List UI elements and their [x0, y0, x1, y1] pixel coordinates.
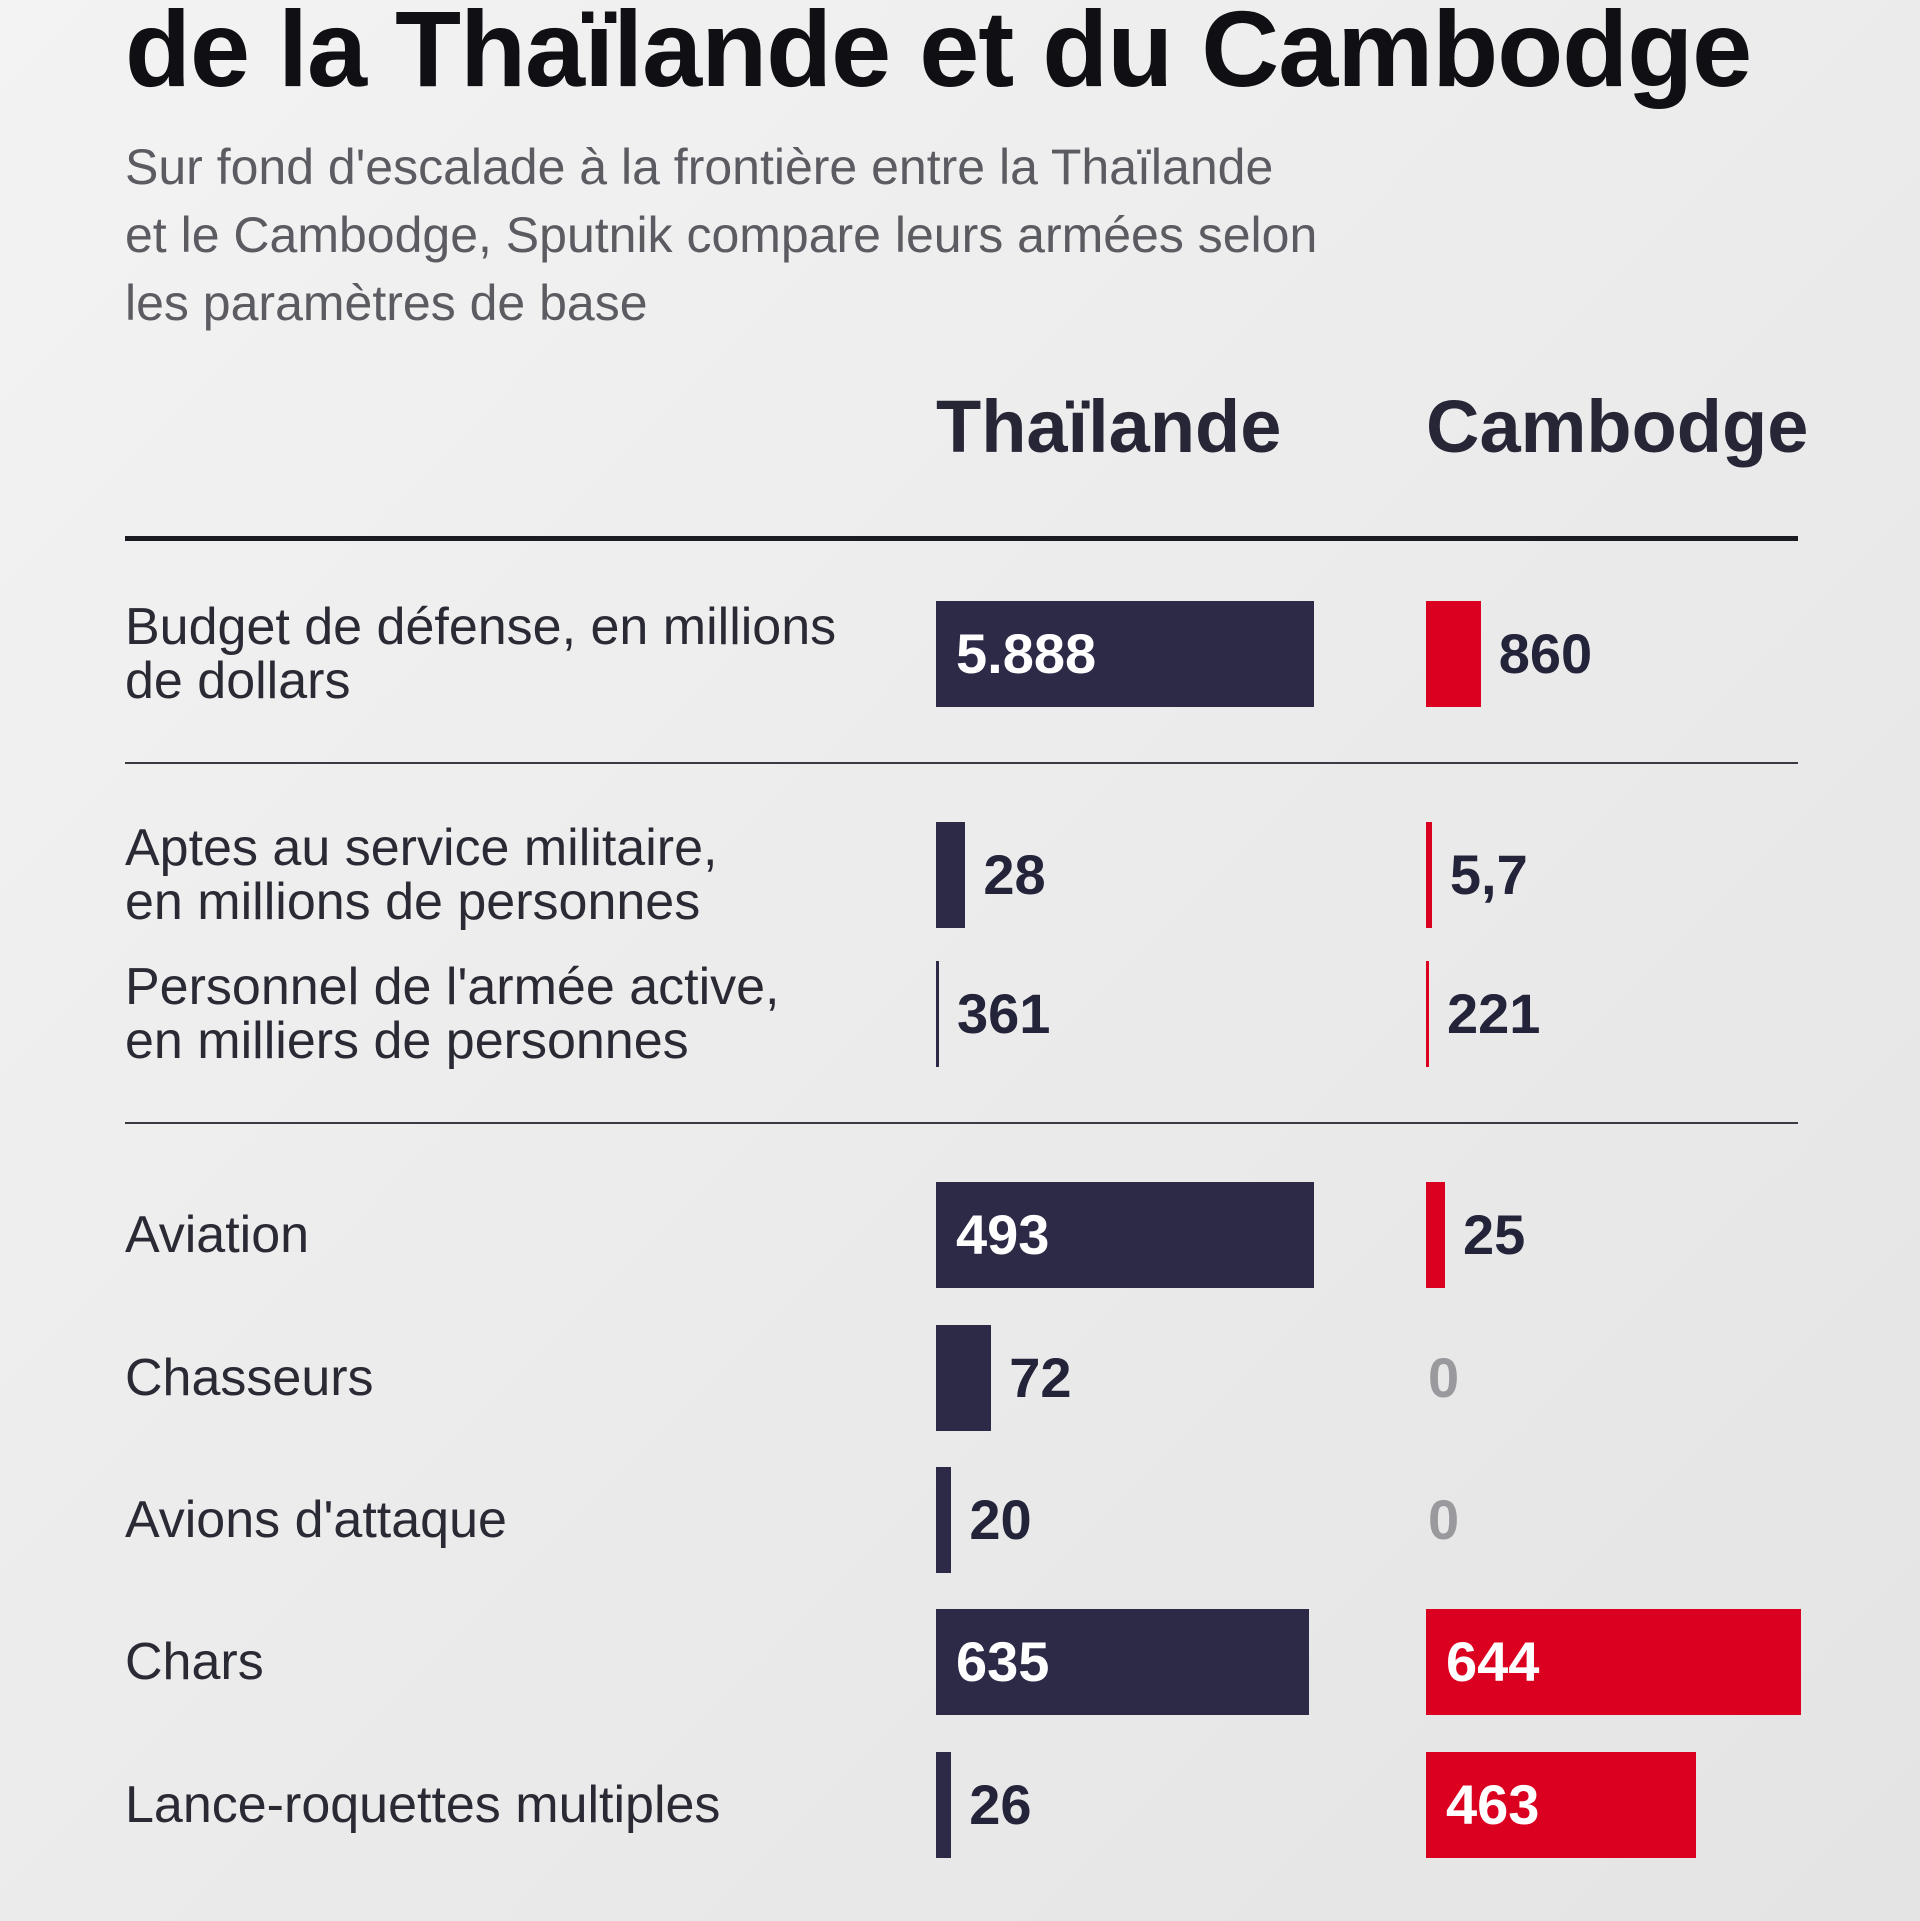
row-label-line: Personnel de l'armée active, [125, 958, 780, 1016]
section-divider [125, 762, 1798, 764]
value-label-cambodia: 0 [1428, 1346, 1460, 1409]
bar-thailand [936, 1752, 952, 1858]
value-label-thailand: 493 [956, 1203, 1050, 1266]
value-label-thailand: 28 [983, 843, 1046, 906]
subtitle-line: et le Cambodge, Sputnik compare leurs ar… [125, 207, 1318, 263]
bar-thailand [936, 1467, 952, 1573]
bar-cambodia [1426, 822, 1432, 928]
row-label-line: de dollars [125, 652, 351, 710]
value-label-cambodia: 0 [1428, 1488, 1460, 1551]
value-label-cambodia: 5,7 [1449, 843, 1528, 906]
row-label: Avions d'attaque [125, 1493, 507, 1547]
subtitle-line: Sur fond d'escalade à la frontière entre… [125, 139, 1274, 195]
row-label: Personnel de l'armée active, en milliers … [125, 960, 780, 1068]
value-label-thailand: 361 [957, 982, 1051, 1045]
row-label-line: Chasseurs [125, 1349, 374, 1407]
row-label: Aptes au service militaire, en millions d… [125, 821, 717, 929]
value-label-thailand: 26 [969, 1773, 1032, 1836]
bar-thailand [936, 961, 939, 1067]
row-label-line: Chars [125, 1633, 264, 1691]
bar-cambodia [1426, 1609, 1801, 1715]
row-label: Lance-roquettes multiples [125, 1778, 720, 1832]
value-label-thailand: 635 [956, 1630, 1050, 1693]
row-label-line: en millions de personnes [125, 873, 701, 931]
column-header-thailand: Thaïlande [936, 385, 1282, 468]
bar-cambodia [1426, 601, 1481, 707]
value-label-thailand: 72 [1009, 1346, 1072, 1409]
column-header-cambodia: Cambodge [1426, 385, 1809, 468]
value-label-cambodia: 25 [1463, 1203, 1526, 1266]
row-label: Chars [125, 1635, 264, 1689]
bar-cambodia [1426, 1752, 1696, 1858]
row-label-line: Lance-roquettes multiples [125, 1776, 721, 1834]
value-label-cambodia: 860 [1498, 622, 1593, 685]
row-label-line: Aptes au service militaire, [125, 819, 718, 877]
row-label: Budget de défense, en millions de dollars [125, 600, 836, 708]
value-label-cambodia: 463 [1446, 1773, 1540, 1836]
bar-thailand [936, 822, 966, 928]
bar-cambodia [1426, 961, 1429, 1067]
chart-title: de la Thaïlande et du Cambodge [125, 0, 1752, 109]
value-label-cambodia: 221 [1447, 982, 1541, 1045]
bar-thailand [936, 1325, 992, 1431]
value-label-thailand: 5.888 [956, 622, 1097, 685]
row-label-line: Avions d'attaque [125, 1491, 507, 1549]
row-label-line: Aviation [125, 1206, 310, 1264]
row-label-line: en milliers de personnes [125, 1012, 689, 1070]
bar-thailand [936, 601, 1314, 707]
subtitle-line: les paramètres de base [125, 275, 648, 331]
row-label-line: Budget de défense, en millions [125, 598, 837, 656]
value-label-thailand: 20 [969, 1488, 1032, 1551]
section-divider [125, 1122, 1798, 1124]
bar-thailand [936, 1182, 1314, 1288]
value-label-cambodia: 644 [1446, 1630, 1540, 1693]
header-divider [125, 536, 1798, 541]
bar-cambodia [1426, 1182, 1446, 1288]
row-label: Aviation [125, 1208, 309, 1262]
chart-subtitle: Sur fond d'escalade à la frontière entre… [125, 133, 1575, 337]
bar-thailand [936, 1609, 1309, 1715]
row-label: Chasseurs [125, 1351, 374, 1405]
